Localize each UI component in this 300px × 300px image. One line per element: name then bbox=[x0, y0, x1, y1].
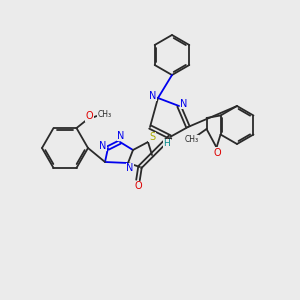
Text: N: N bbox=[149, 91, 157, 101]
Text: O: O bbox=[86, 111, 93, 121]
Text: S: S bbox=[149, 132, 155, 142]
Text: N: N bbox=[180, 99, 188, 109]
Text: O: O bbox=[214, 148, 221, 158]
Text: H: H bbox=[164, 140, 170, 148]
Text: CH₃: CH₃ bbox=[184, 136, 199, 145]
Text: O: O bbox=[134, 181, 142, 191]
Text: CH₃: CH₃ bbox=[98, 110, 112, 118]
Text: N: N bbox=[117, 131, 125, 141]
Text: N: N bbox=[126, 163, 134, 173]
Text: N: N bbox=[99, 141, 107, 151]
